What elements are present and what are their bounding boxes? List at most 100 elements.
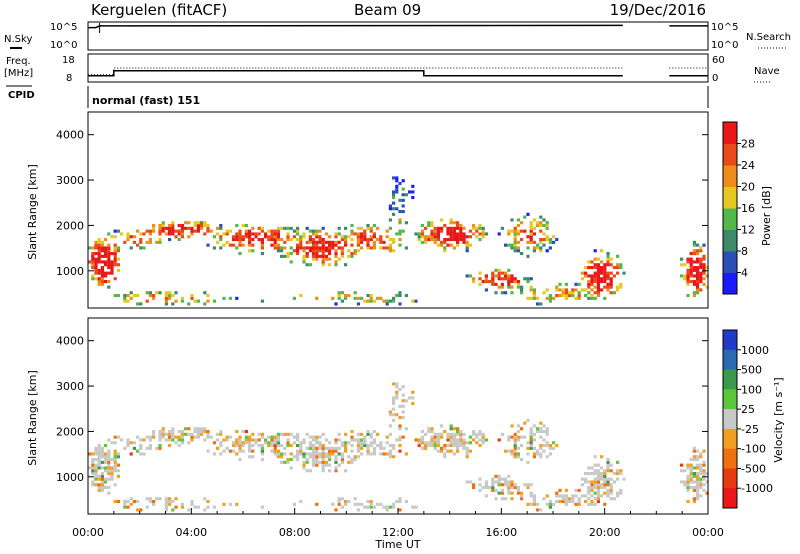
velocity-cell bbox=[289, 444, 293, 448]
power-cell bbox=[497, 232, 501, 236]
power-cell bbox=[692, 249, 696, 253]
power-cell bbox=[100, 246, 104, 250]
velocity-cell bbox=[100, 446, 104, 450]
power-cell bbox=[392, 299, 396, 303]
velocity-cell bbox=[699, 472, 703, 476]
velocity-cell bbox=[270, 441, 274, 445]
velocity-cell bbox=[584, 480, 588, 484]
power-cell bbox=[465, 246, 469, 250]
power-cell bbox=[587, 291, 591, 295]
power-cell bbox=[276, 238, 280, 242]
velocity-cell bbox=[580, 477, 584, 481]
velocity-cell bbox=[302, 460, 306, 464]
velocity-cell bbox=[686, 483, 690, 487]
velocity-cell bbox=[596, 486, 600, 490]
power-cell bbox=[692, 280, 696, 284]
velocity-cell bbox=[200, 427, 204, 431]
power-cell bbox=[212, 246, 216, 250]
velocity-cell bbox=[238, 444, 242, 448]
frequency-label-freq: Freq. bbox=[6, 56, 31, 67]
power-cell bbox=[584, 266, 588, 270]
velocity-cell bbox=[196, 427, 200, 431]
velocity-cell bbox=[494, 497, 498, 501]
velocity-cell bbox=[145, 446, 149, 450]
power-cell bbox=[116, 294, 120, 298]
power-cell bbox=[273, 243, 277, 247]
velocity-cell bbox=[366, 452, 370, 456]
power-cell bbox=[260, 243, 264, 247]
power-cell bbox=[692, 243, 696, 247]
velocity-cell bbox=[219, 444, 223, 448]
velocity-cell bbox=[392, 413, 396, 417]
velocity-cell bbox=[356, 449, 360, 453]
velocity-cell bbox=[520, 458, 524, 462]
velocity-cell bbox=[104, 458, 108, 462]
power-cell bbox=[158, 226, 162, 230]
power-cell bbox=[318, 238, 322, 242]
power-cell bbox=[97, 240, 101, 244]
velocity-cell bbox=[619, 488, 623, 492]
power-cell bbox=[532, 232, 536, 236]
power-cell bbox=[606, 254, 610, 258]
velocity-cell bbox=[347, 460, 351, 464]
power-cell bbox=[97, 268, 101, 272]
velocity-cell bbox=[321, 446, 325, 450]
power-cell bbox=[340, 238, 344, 242]
power-cell bbox=[593, 285, 597, 289]
velocity-cell bbox=[398, 424, 402, 428]
velocity-cell bbox=[164, 502, 168, 506]
velocity-cell bbox=[603, 480, 607, 484]
power-cell bbox=[241, 243, 245, 247]
velocity-cell bbox=[414, 438, 418, 442]
velocity-cell bbox=[481, 486, 485, 490]
velocity-cell bbox=[113, 500, 117, 504]
velocity-cell bbox=[116, 435, 120, 439]
power-cell bbox=[548, 240, 552, 244]
velocity-cell bbox=[539, 452, 543, 456]
power-cell bbox=[452, 221, 456, 225]
power-cell bbox=[187, 235, 191, 239]
velocity-cell bbox=[132, 500, 136, 504]
power-cell bbox=[315, 243, 319, 247]
velocity-cell bbox=[446, 438, 450, 442]
velocity-cell bbox=[100, 477, 104, 481]
power-cell bbox=[420, 229, 424, 233]
power-cell bbox=[315, 252, 319, 256]
velocity-cell bbox=[686, 474, 690, 478]
velocity-cell bbox=[507, 488, 511, 492]
power-cell bbox=[350, 232, 354, 236]
velocity-cell bbox=[216, 446, 220, 450]
power-cell bbox=[328, 263, 332, 267]
velocity-cell bbox=[267, 435, 271, 439]
velocity-cell bbox=[532, 500, 536, 504]
power-cell bbox=[116, 249, 120, 253]
velocity-cell bbox=[516, 446, 520, 450]
power-cell bbox=[126, 294, 130, 298]
velocity-cell bbox=[299, 441, 303, 445]
power-cell bbox=[545, 249, 549, 253]
power-cell bbox=[686, 257, 690, 261]
velocity-cell bbox=[129, 452, 133, 456]
power-cell bbox=[590, 274, 594, 278]
velocity-cell bbox=[94, 477, 98, 481]
velocity-cell bbox=[171, 500, 175, 504]
velocity-cell bbox=[302, 441, 306, 445]
power-cell bbox=[587, 296, 591, 300]
velocity-cell bbox=[600, 477, 604, 481]
velocity-cell bbox=[427, 430, 431, 434]
power-cell bbox=[107, 271, 111, 275]
power-cell bbox=[296, 252, 300, 256]
power-cell bbox=[347, 249, 351, 253]
power-cell bbox=[257, 226, 261, 230]
velocity-cell bbox=[539, 430, 543, 434]
power-frame bbox=[87, 111, 709, 309]
power-cell bbox=[328, 240, 332, 244]
power-cell bbox=[372, 243, 376, 247]
power-cell bbox=[456, 240, 460, 244]
power-cell bbox=[91, 263, 95, 267]
velocity-cell bbox=[424, 441, 428, 445]
power-cell bbox=[222, 296, 226, 300]
power-cell bbox=[699, 263, 703, 267]
velocity-cell bbox=[433, 444, 437, 448]
power-cell bbox=[123, 299, 127, 303]
